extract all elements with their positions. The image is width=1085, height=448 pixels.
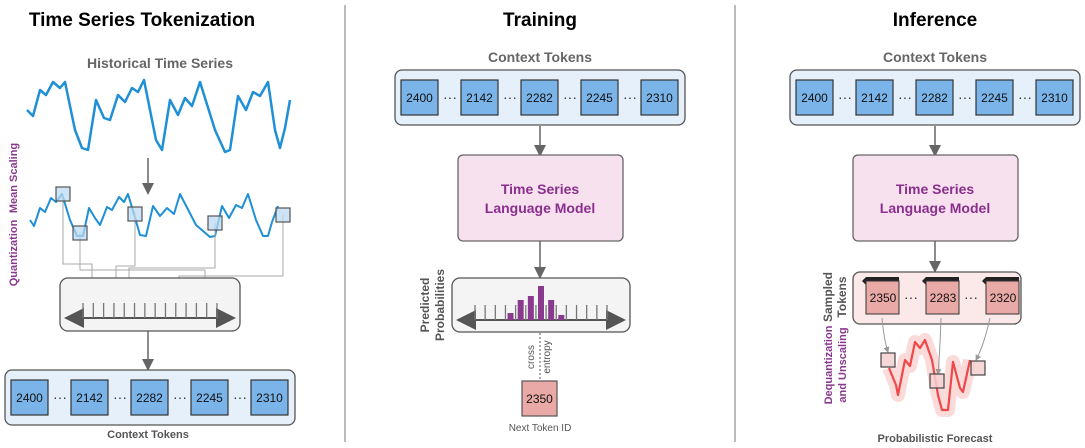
forecast-label: Probabilistic Forecast bbox=[878, 433, 993, 445]
probability-bar bbox=[507, 313, 514, 320]
context-token-value: 2282 bbox=[921, 91, 948, 105]
context-token bbox=[460, 79, 499, 116]
context-token-value: 2245 bbox=[196, 391, 223, 405]
ellipsis: ··· bbox=[113, 389, 127, 405]
ellipsis: ··· bbox=[838, 89, 852, 105]
probability-bar bbox=[538, 286, 544, 320]
next-token-box bbox=[521, 380, 558, 417]
context-token bbox=[70, 379, 109, 416]
cross-label: cross bbox=[526, 345, 537, 369]
forecast-line bbox=[887, 338, 972, 412]
context-token-value: 2310 bbox=[256, 391, 283, 405]
mean-scaling-label: Mean Scaling bbox=[8, 143, 20, 213]
predicted-label-line2: Probabilities bbox=[433, 269, 447, 341]
context-token-value: 2245 bbox=[981, 91, 1008, 105]
probability-bar bbox=[548, 300, 555, 320]
historical-series-line bbox=[26, 78, 292, 154]
next-token-label: Next Token ID bbox=[509, 423, 572, 434]
context-token bbox=[130, 379, 169, 416]
ellipsis: ··· bbox=[958, 89, 972, 105]
context-tokens-box: 2400 ··· 2142 ··· 2282 ··· 2245 ··· 2310 bbox=[4, 369, 296, 426]
ellipsis: ··· bbox=[964, 289, 978, 305]
context-token bbox=[190, 379, 229, 416]
context-tokens-box: 2400 ··· 2142 ··· 2282 ··· 2245 ··· 2310 bbox=[789, 69, 1081, 126]
sampled-tokens: 2350 ··· 2283 ··· 2320 bbox=[862, 277, 1020, 315]
sampled-token bbox=[865, 280, 900, 315]
context-token bbox=[520, 79, 559, 116]
context-token-value: 2282 bbox=[136, 391, 163, 405]
ellipsis: ··· bbox=[233, 389, 247, 405]
historical-series-label: Historical Time Series bbox=[87, 55, 233, 71]
language-model-box: Time Series Language Model bbox=[457, 154, 624, 242]
probability-axis bbox=[456, 286, 626, 330]
ellipsis: ··· bbox=[898, 89, 912, 105]
model-label-line2: Language Model bbox=[485, 200, 595, 216]
context-token bbox=[400, 79, 439, 116]
model-label-line2: Language Model bbox=[880, 200, 990, 216]
next-token-value: 2350 bbox=[526, 392, 553, 406]
context-token-value: 2310 bbox=[646, 91, 673, 105]
entropy-label: entropy bbox=[542, 340, 553, 373]
ellipsis: ··· bbox=[53, 389, 67, 405]
dequant-label-line1: Dequantization bbox=[823, 325, 835, 404]
language-model-box: Time Series Language Model bbox=[852, 154, 1019, 242]
ellipsis: ··· bbox=[1018, 89, 1032, 105]
scaled-series-line bbox=[29, 193, 279, 238]
context-token-value: 2142 bbox=[76, 391, 103, 405]
context-token-value: 2142 bbox=[861, 91, 888, 105]
context-token bbox=[640, 79, 679, 116]
ellipsis: ··· bbox=[443, 89, 457, 105]
sampled-token-value: 2320 bbox=[990, 291, 1017, 305]
context-tokens-label: Context Tokens bbox=[488, 49, 592, 65]
quantization-markers bbox=[55, 186, 291, 241]
section-title-inference: Inference bbox=[893, 10, 977, 31]
quantization-box bbox=[59, 277, 241, 332]
sampled-label-line2: Tokens bbox=[835, 276, 849, 317]
sampled-token-value: 2350 bbox=[870, 291, 897, 305]
dequant-label-line2: and Unscaling bbox=[837, 327, 849, 402]
ellipsis: ··· bbox=[503, 89, 517, 105]
section-title-training: Training bbox=[503, 10, 577, 31]
model-label-line1: Time Series bbox=[501, 181, 580, 197]
context-token-value: 2400 bbox=[801, 91, 828, 105]
ellipsis: ··· bbox=[173, 389, 187, 405]
section-title-tokenization: Time Series Tokenization bbox=[29, 10, 255, 31]
model-label-line1: Time Series bbox=[896, 181, 975, 197]
probability-bar bbox=[558, 315, 565, 320]
probability-bar bbox=[527, 296, 534, 320]
ellipsis: ··· bbox=[563, 89, 577, 105]
ellipsis: ··· bbox=[904, 289, 918, 305]
context-token-value: 2310 bbox=[1041, 91, 1068, 105]
probability-bar bbox=[517, 300, 524, 320]
context-tokens-label: Context Tokens bbox=[107, 429, 189, 441]
context-token bbox=[580, 79, 619, 116]
context-token-value: 2400 bbox=[16, 391, 43, 405]
predicted-label-line1: Predicted bbox=[418, 278, 432, 333]
sampled-token-value: 2283 bbox=[930, 291, 957, 305]
sampled-label-line1: Sampled bbox=[821, 272, 835, 322]
ellipsis: ··· bbox=[623, 89, 637, 105]
context-token bbox=[795, 79, 834, 116]
sampled-token bbox=[985, 280, 1020, 315]
context-tokens-label: Context Tokens bbox=[883, 49, 987, 65]
dequant-markers bbox=[880, 352, 986, 389]
dequant-arrows bbox=[881, 317, 991, 375]
context-token bbox=[975, 79, 1014, 116]
quantization-axis bbox=[64, 303, 236, 328]
context-token-value: 2245 bbox=[586, 91, 613, 105]
context-token bbox=[855, 79, 894, 116]
context-token bbox=[10, 379, 49, 416]
quantization-label: Quantization bbox=[8, 219, 20, 286]
context-token-value: 2400 bbox=[406, 91, 433, 105]
context-token bbox=[250, 379, 289, 416]
context-tokens-box: 2400 ··· 2142 ··· 2282 ··· 2245 ··· 2310 bbox=[394, 69, 686, 126]
context-token bbox=[1035, 79, 1074, 116]
sampled-token bbox=[925, 280, 960, 315]
context-token-value: 2142 bbox=[466, 91, 493, 105]
context-token bbox=[915, 79, 954, 116]
context-token-value: 2282 bbox=[526, 91, 553, 105]
